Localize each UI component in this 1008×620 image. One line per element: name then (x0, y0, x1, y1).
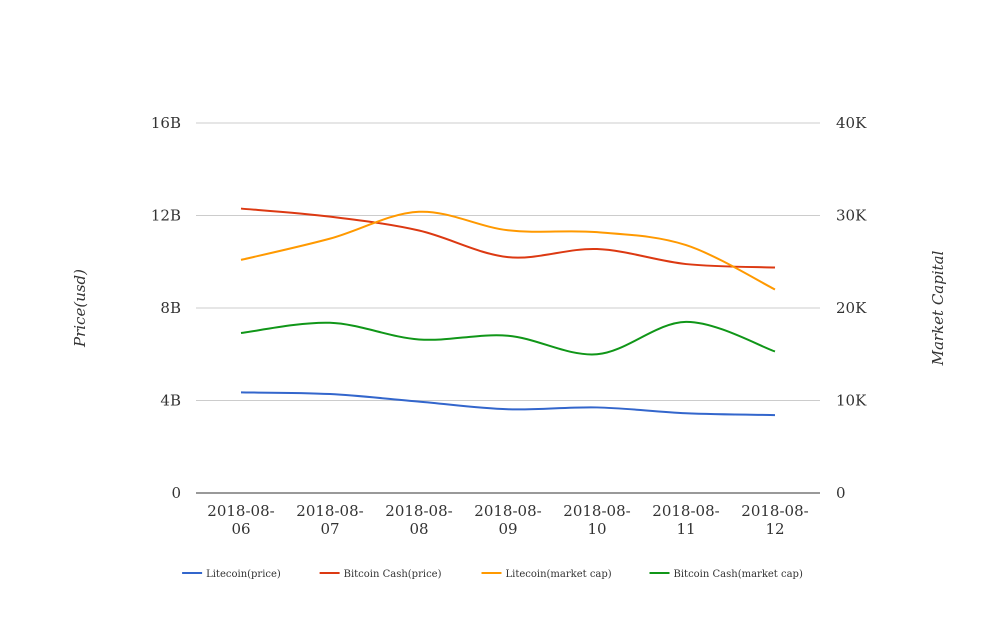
x-tick-label: 2018-08-06 (207, 502, 274, 538)
legend-label: Litecoin(price) (206, 569, 281, 580)
right-tick-label: 0 (836, 484, 846, 502)
left-axis-ticks: 0 4B 8B 12B 16B (151, 114, 181, 502)
right-axis-title: Market Capital (929, 250, 947, 366)
right-tick-label: 20K (836, 299, 867, 317)
legend-label: Bitcoin Cash(price) (344, 569, 442, 580)
left-tick-label: 16B (151, 114, 181, 132)
legend-label: Bitcoin Cash(market cap) (674, 569, 803, 580)
right-tick-label: 10K (836, 392, 867, 410)
left-axis-title: Price(usd) (71, 269, 89, 348)
x-tick-label: 2018-08-10 (563, 502, 630, 538)
series-line-litecoin-price (240, 391, 776, 417)
legend-label: Litecoin(market cap) (506, 569, 612, 580)
x-tick-label: 2018-08-08 (385, 502, 452, 538)
right-axis-ticks: 0 10K 20K 30K 40K (836, 114, 867, 502)
legend-item: Litecoin(market cap) (481, 569, 612, 580)
left-tick-label: 8B (160, 299, 181, 317)
x-tick-label: 2018-08-09 (474, 502, 541, 538)
legend: Litecoin(price) Bitcoin Cash(price) Liteco… (182, 569, 803, 580)
left-tick-label: 4B (160, 392, 181, 410)
series-line-litecoin-market-cap (240, 210, 776, 291)
legend-item: Litecoin(price) (182, 569, 281, 580)
left-tick-label: 0 (171, 484, 181, 502)
legend-item: Bitcoin Cash(market cap) (649, 569, 803, 580)
x-tick-label: 2018-08-11 (652, 502, 719, 538)
x-tick-label: 2018-08-07 (296, 502, 363, 538)
series-line-bitcoin-cash-price (240, 207, 776, 269)
x-tick-label: 2018-08-12 (741, 502, 808, 538)
legend-item: Bitcoin Cash(price) (319, 569, 442, 580)
right-tick-label: 40K (836, 114, 867, 132)
series-lines (240, 207, 776, 417)
gridlines (196, 122, 820, 494)
left-tick-label: 12B (151, 207, 181, 225)
series-line-bitcoin-cash-market-cap (240, 320, 776, 356)
right-tick-label: 30K (836, 207, 867, 225)
x-axis-ticks: 2018-08-06 2018-08-07 2018-08-08 2018-08-09… (207, 502, 808, 538)
